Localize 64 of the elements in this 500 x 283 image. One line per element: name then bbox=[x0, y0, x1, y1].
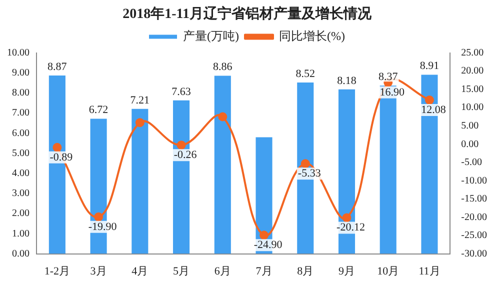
point bbox=[94, 212, 104, 222]
data-label: -24.90 bbox=[254, 239, 283, 252]
x-tick-label: 5月 bbox=[173, 265, 190, 278]
y2-tick-label: 0.00 bbox=[461, 138, 479, 150]
point bbox=[260, 230, 269, 240]
point bbox=[135, 118, 144, 128]
data-label: -20.12 bbox=[336, 222, 365, 234]
y2-tick-label: -15.00 bbox=[461, 194, 488, 205]
y2-tick-label: -30.00 bbox=[461, 248, 488, 260]
y-tick-label: 9.00 bbox=[12, 68, 30, 79]
y-tick-label: 0.00 bbox=[12, 248, 30, 260]
y2-tick-label: 15.00 bbox=[461, 84, 484, 95]
data-label: 16.90 bbox=[380, 86, 405, 98]
y2-tick-label: -10.00 bbox=[461, 175, 488, 186]
data-label: -0.26 bbox=[174, 149, 198, 162]
y2-tick-label: -5.00 bbox=[461, 157, 482, 168]
x-tick-label: 8月 bbox=[297, 265, 314, 278]
bar bbox=[214, 76, 231, 254]
data-label: 8.86 bbox=[213, 61, 233, 74]
legend-label: 产量(万吨) bbox=[183, 28, 240, 43]
y-tick-label: 8.00 bbox=[12, 88, 30, 99]
data-label: -0.89 bbox=[50, 151, 74, 164]
y-tick-label: 2.00 bbox=[12, 208, 30, 220]
data-label: 8.18 bbox=[337, 74, 357, 87]
data-label: 8.87 bbox=[48, 60, 68, 73]
data-label: 8.52 bbox=[296, 68, 316, 80]
chart-title: 2018年1-11月辽宁省铝材产量及增长情况 bbox=[122, 5, 372, 22]
y2-tick-label: -25.00 bbox=[461, 230, 488, 242]
point bbox=[424, 96, 434, 105]
legend-label: 同比增长(%) bbox=[279, 28, 345, 43]
point bbox=[176, 140, 186, 150]
y2-tick-label: 20.00 bbox=[461, 66, 484, 77]
data-label: 8.37 bbox=[378, 70, 398, 83]
y2-tick-label: -20.00 bbox=[461, 212, 488, 223]
x-tick-label: 7月 bbox=[256, 265, 272, 278]
bar bbox=[132, 108, 148, 254]
data-label: 7.21 bbox=[130, 94, 150, 106]
x-tick-label: 11月 bbox=[418, 265, 440, 278]
y-tick-label: 7.00 bbox=[12, 108, 30, 119]
y2-tick-label: 10.00 bbox=[461, 102, 484, 114]
y2-tick-label: 25.00 bbox=[461, 47, 484, 58]
x-tick-label: 10月 bbox=[377, 265, 400, 278]
y2-tick-label: 5.00 bbox=[461, 120, 479, 132]
point bbox=[52, 142, 62, 152]
y-tick-label: 5.00 bbox=[12, 148, 30, 159]
y-tick-label: 4.00 bbox=[12, 168, 30, 180]
data-label: 6.72 bbox=[88, 104, 108, 116]
y-tick-label: 1.00 bbox=[12, 228, 30, 240]
data-label: 7.63 bbox=[172, 86, 192, 98]
point bbox=[342, 213, 352, 222]
x-tick-label: 1-2月 bbox=[44, 265, 70, 278]
y-tick-label: 10.00 bbox=[7, 47, 30, 58]
data-label: -5.33 bbox=[298, 168, 322, 180]
point bbox=[300, 159, 310, 168]
point bbox=[218, 112, 228, 122]
data-label: 12.08 bbox=[421, 104, 446, 116]
x-tick-label: 6月 bbox=[214, 265, 231, 278]
y-tick-label: 3.00 bbox=[12, 188, 30, 200]
x-tick-label: 3月 bbox=[90, 265, 107, 278]
data-label: 8.91 bbox=[420, 60, 440, 72]
data-label: -19.90 bbox=[88, 220, 118, 233]
x-tick-label: 4月 bbox=[132, 265, 148, 278]
y-tick-label: 6.00 bbox=[12, 128, 30, 139]
x-tick-label: 9月 bbox=[338, 265, 355, 278]
